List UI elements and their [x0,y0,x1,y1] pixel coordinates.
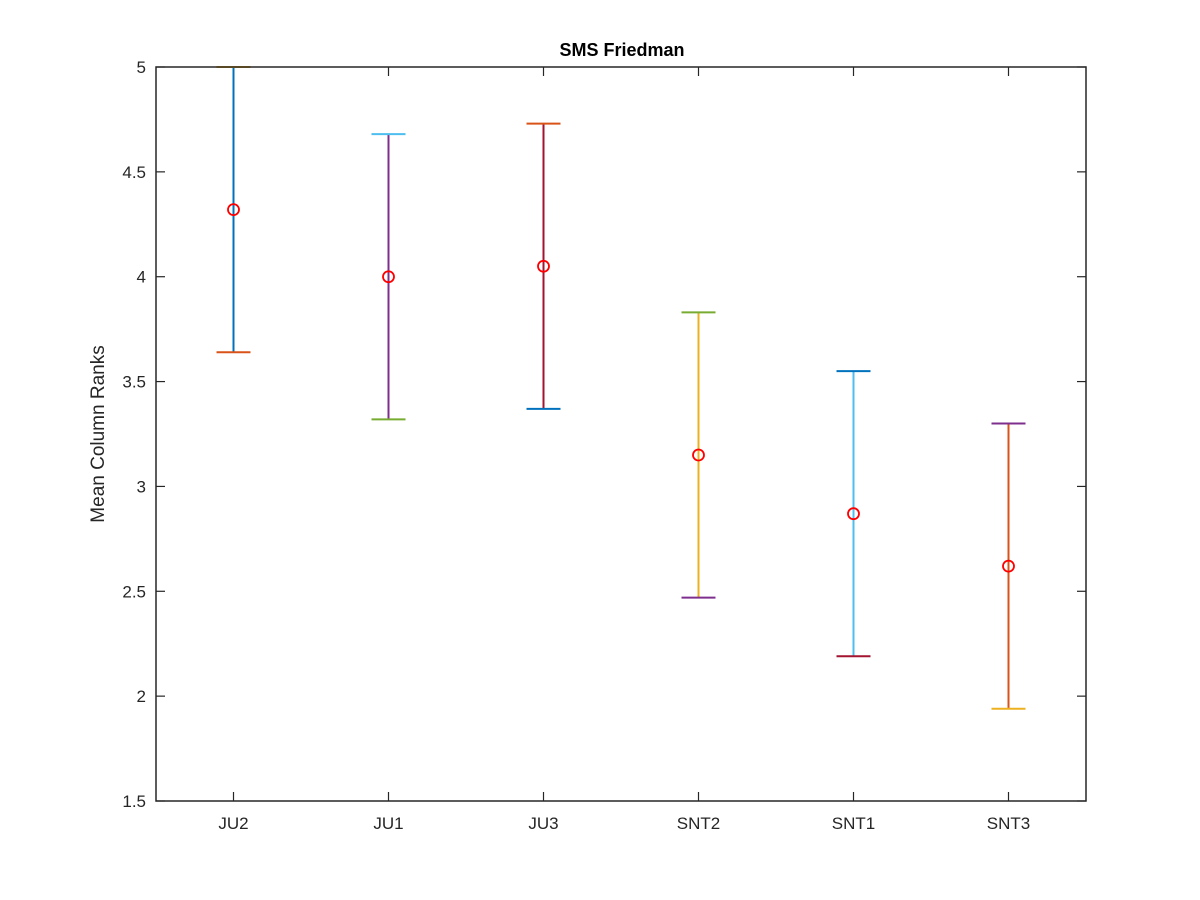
x-tick-label: JU2 [218,814,248,833]
plot-area: 1.5 2 2.5 3 3.5 4 4.5 5 JU2 JU1 JU3 SNT2 SNT1 SNT3 [122,58,1086,833]
y-tick-label: 4.5 [122,163,146,182]
x-tick-label: SNT3 [987,814,1030,833]
y-tick-label: 4 [137,268,146,287]
axes-box [155,66,1087,802]
x-tick-label: JU1 [373,814,403,833]
y-tick-label: 1.5 [122,792,146,811]
y-tick-label: 3.5 [122,373,146,392]
mean-marker [227,203,240,217]
mean-marker [847,507,860,521]
x-tick-label: SNT1 [832,814,875,833]
x-tick-label: SNT2 [677,814,720,833]
y-tick-label: 2 [137,687,146,706]
x-tick-label: JU3 [528,814,558,833]
mean-marker [382,270,395,284]
y-tick-label: 2.5 [122,582,146,601]
mean-marker [537,259,550,273]
mean-marker [1002,559,1015,573]
y-tick-label: 5 [137,58,146,77]
mean-marker [692,448,705,462]
chart-title: SMS Friedman [559,40,684,60]
y-tick-label: 3 [137,477,146,496]
y-axis-label: Mean Column Ranks [88,345,109,522]
